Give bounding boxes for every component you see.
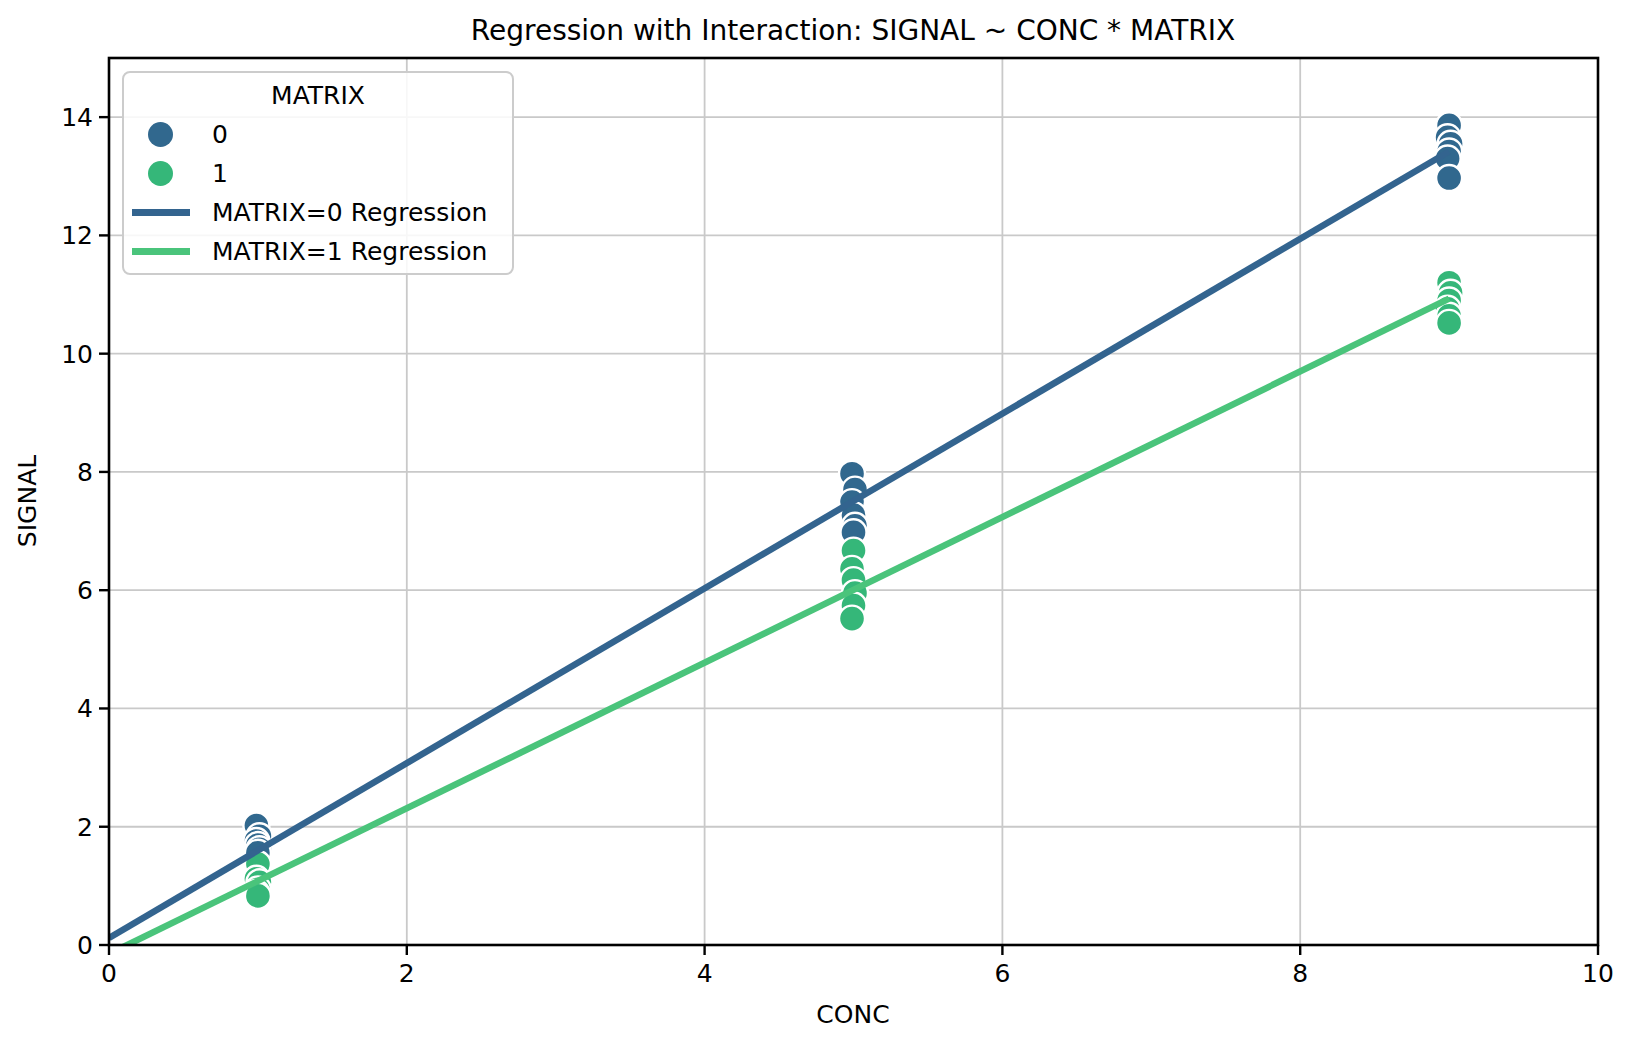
y-tick-label: 2 [77, 813, 93, 842]
legend-entry: 0 [124, 115, 512, 154]
figure: 024681002468101214 Regression with Inter… [0, 0, 1632, 1046]
x-tick-label: 4 [697, 959, 713, 988]
regression-line [109, 299, 1449, 954]
legend-entry-label: 1 [212, 159, 228, 188]
y-tick-label: 0 [77, 931, 93, 960]
x-tick-label: 8 [1292, 959, 1308, 988]
legend-entry-label: MATRIX=0 Regression [212, 198, 487, 227]
x-tick-label: 2 [399, 959, 415, 988]
y-tick-label: 6 [77, 576, 93, 605]
legend: MATRIX 0 1 MATRIX=0 Regression MATRIX=1 Reg… [122, 71, 514, 275]
scatter-point-matrix1 [1436, 310, 1462, 336]
legend-dot-icon [148, 122, 173, 147]
y-axis-label: SIGNAL [13, 455, 42, 547]
legend-line-icon [132, 209, 190, 216]
y-tick-label: 14 [61, 103, 93, 132]
legend-entry: MATRIX=1 Regression [124, 232, 512, 271]
legend-entry: MATRIX=0 Regression [124, 193, 512, 232]
y-tick-label: 4 [77, 694, 93, 723]
scatter-point-matrix1 [839, 606, 865, 632]
y-tick-label: 8 [77, 458, 93, 487]
legend-entry: 1 [124, 154, 512, 193]
x-tick-label: 6 [994, 959, 1010, 988]
legend-line-icon [132, 248, 190, 255]
legend-entry-label: MATRIX=1 Regression [212, 237, 487, 266]
x-tick-label: 0 [101, 959, 117, 988]
x-axis-label: CONC [816, 1000, 889, 1029]
chart-title: Regression with Interaction: SIGNAL ~ CO… [471, 14, 1235, 47]
legend-dot-icon [148, 161, 173, 186]
legend-entry-label: 0 [212, 120, 228, 149]
y-tick-label: 12 [61, 221, 93, 250]
scatter-point-matrix0 [1436, 165, 1462, 191]
y-tick-label: 10 [61, 340, 93, 369]
x-tick-label: 10 [1582, 959, 1614, 988]
legend-title: MATRIX [124, 77, 512, 115]
